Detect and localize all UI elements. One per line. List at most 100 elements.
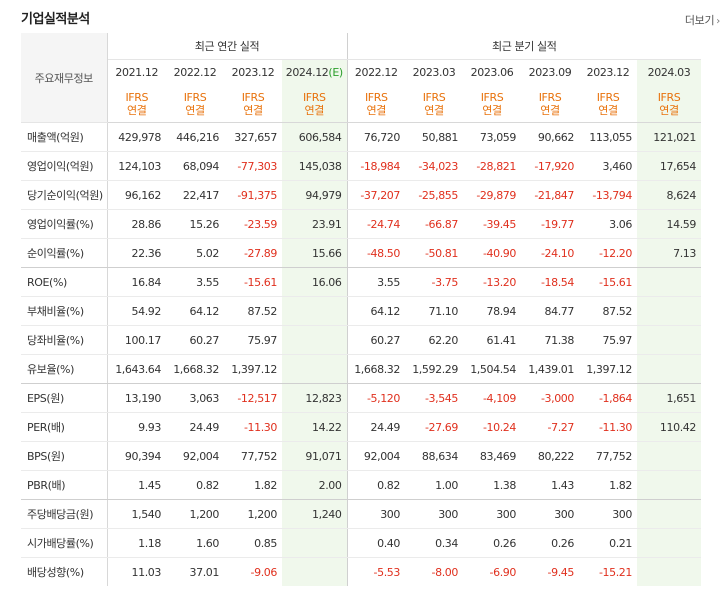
row-label: PBR(배): [21, 470, 108, 500]
period-header: 2023.12: [231, 66, 275, 79]
table-row: PER(배) 9.93 24.49 -11.30 14.22 24.49 -27.69 -10…: [21, 412, 701, 442]
table-cell: 1.82: [579, 470, 637, 500]
table-cell: -11.30: [579, 412, 637, 442]
table-cell: 1,200: [166, 499, 224, 529]
table-cell: -3.75: [405, 267, 463, 297]
period-header: 2023.09: [528, 66, 572, 79]
table-cell: 77,752: [224, 441, 282, 471]
table-cell: 0.82: [346, 470, 405, 500]
table-cell: 606,584: [282, 122, 347, 152]
table-cell: -40.90: [463, 238, 521, 268]
table-cell: 3.06: [579, 209, 637, 239]
table-row: PBR(배) 1.45 0.82 1.82 2.00 0.82 1.00 1.38 1.43 1.…: [21, 470, 701, 500]
table-row: ROE(%) 16.84 3.55 -15.61 16.06 3.55 -3.75 -13.2…: [21, 267, 701, 297]
table-cell: 75.97: [224, 325, 282, 355]
table-cell: 61.41: [463, 325, 521, 355]
accounting-standard: IFRS 연결: [166, 85, 224, 123]
table-cell: [637, 441, 701, 471]
table-cell: 3.55: [346, 267, 405, 297]
row-label: 시가배당률(%): [21, 528, 108, 558]
table-cell: [282, 354, 347, 384]
table-cell: 1,439.01: [521, 354, 579, 384]
table-cell: 1.38: [463, 470, 521, 500]
table-cell: 300: [405, 499, 463, 529]
table-cell: 1,540: [107, 499, 166, 529]
row-header-label: 주요재무정보: [21, 33, 108, 123]
estimate-mark: (E): [328, 66, 343, 79]
table-cell: 1,397.12: [579, 354, 637, 384]
table-cell: 1,592.29: [405, 354, 463, 384]
table-cell: 1,668.32: [346, 354, 405, 384]
table-cell: 96,162: [107, 180, 166, 210]
table-cell: 68,094: [166, 151, 224, 181]
table-cell: -28,821: [463, 151, 521, 181]
table-cell: 145,038: [282, 151, 347, 181]
row-label: 영업이익(억원): [21, 151, 108, 181]
table-cell: [282, 296, 347, 326]
period-header: 2022.12: [173, 66, 217, 79]
table-cell: 91,071: [282, 441, 347, 471]
table-cell: 22,417: [166, 180, 224, 210]
table-cell: -8.00: [431, 565, 459, 579]
table-cell: -50.81: [405, 238, 463, 268]
table-cell: 0.26: [521, 528, 579, 558]
table-cell: -37,207: [346, 180, 405, 210]
table-cell: -29,879: [463, 180, 521, 210]
table-row: 영업이익률(%) 28.86 15.26 -23.59 23.91 -24.74 -66.8…: [21, 209, 701, 239]
table-cell: 0.40: [346, 528, 405, 558]
table-cell: 60.27: [166, 325, 224, 355]
chevron-right-icon: ›: [716, 16, 720, 27]
table-cell: [637, 528, 701, 558]
accounting-standard: IFRS 연결: [463, 85, 521, 123]
accounting-standard: IFRS 연결: [282, 85, 347, 123]
table-cell: -3,545: [405, 383, 463, 413]
table-cell: -25,855: [405, 180, 463, 210]
table-cell: [637, 325, 701, 355]
table-cell: 54.92: [107, 296, 166, 326]
table-row: 유보율(%) 1,643.64 1,668.32 1,397.12 1,668.32 1,…: [21, 354, 701, 384]
table-cell: 1.18: [107, 528, 166, 558]
table-cell: 90,662: [521, 122, 579, 152]
table-cell: 3,460: [579, 151, 637, 181]
table-cell: 16.84: [107, 267, 166, 297]
table-cell: -34,023: [405, 151, 463, 181]
table-cell: 71.38: [521, 325, 579, 355]
table-cell: -5,120: [346, 383, 405, 413]
table-row: 영업이익(억원) 124,103 68,094 -77,303 145,038 -18,9…: [21, 151, 701, 181]
table-cell: -11.30: [224, 412, 282, 442]
table-cell: 1,200: [224, 499, 282, 529]
table-cell: [637, 354, 701, 384]
table-cell: 84.77: [521, 296, 579, 326]
table-cell: -13.20: [463, 267, 521, 297]
table-cell: 121,021: [637, 122, 701, 152]
table-row: 배당성향(%) 11.03 37.01 -9.06 -5.53 -8.00 -6.90 -9.…: [21, 557, 701, 586]
table-cell: 22.36: [107, 238, 166, 268]
table-cell: 88,634: [405, 441, 463, 471]
table-cell: -77,303: [224, 151, 282, 181]
row-label: BPS(원): [21, 441, 108, 471]
period-header: 2022.12: [346, 59, 405, 85]
table-cell: -23.59: [224, 209, 282, 239]
table-cell: [637, 470, 701, 500]
table-cell: 7.13: [637, 238, 701, 268]
table-cell: 17,654: [637, 151, 701, 181]
period-header: 2023.12: [586, 66, 630, 79]
table-cell: 9.93: [107, 412, 166, 442]
table-cell: 327,657: [224, 122, 282, 152]
table-cell: 13,190: [107, 383, 166, 413]
table-row: 부채비율(%) 54.92 64.12 87.52 64.12 71.10 78.94 84.…: [21, 296, 701, 326]
table-cell: 15.66: [282, 238, 347, 268]
more-link[interactable]: 더보기 ›: [685, 12, 720, 28]
table-cell: 8,624: [637, 180, 701, 210]
table-cell: 90,394: [107, 441, 166, 471]
table-cell: 24.49: [166, 412, 224, 442]
table-cell: -1,864: [579, 383, 637, 413]
table-cell: -15.21: [598, 565, 632, 579]
period-header: 2023.03: [412, 66, 456, 79]
table-cell: 2.00: [282, 470, 347, 500]
table-cell: 50,881: [405, 122, 463, 152]
table-cell: -18.54: [521, 267, 579, 297]
period-header: 2023.06: [470, 66, 514, 79]
table-cell: 300: [521, 499, 579, 529]
table-cell: -6.90: [489, 565, 517, 579]
